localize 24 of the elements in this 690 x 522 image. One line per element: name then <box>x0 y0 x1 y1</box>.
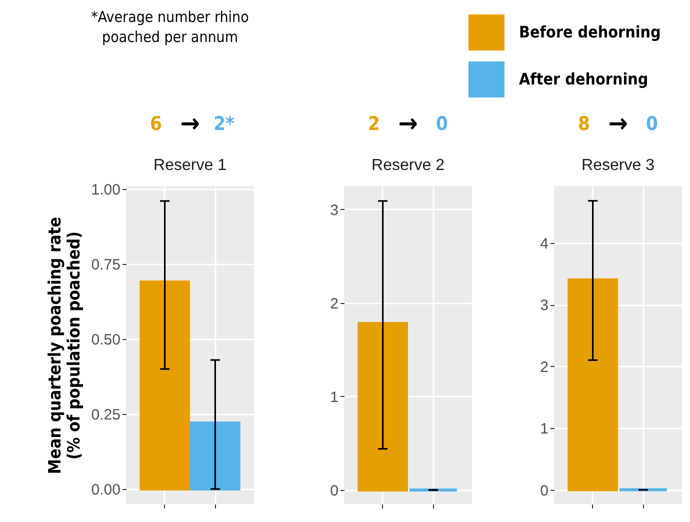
legend-label: Before dehorning <box>519 22 661 42</box>
chart-title: Reserve 1 <box>154 157 227 174</box>
y-tick-label: 2 <box>330 295 338 312</box>
y-tick-label: 0 <box>540 482 548 500</box>
y-tick-label: 2 <box>540 358 548 376</box>
y-tick-label: 3 <box>330 202 338 219</box>
y-tick-label: 0.00 <box>91 482 120 498</box>
chart-title: Reserve 2 <box>372 157 445 174</box>
y-axis-title: Mean quarterly poaching rate (% of population poached) <box>45 216 84 474</box>
y-tick-label: 1.00 <box>91 182 120 198</box>
legend-label: After dehorning <box>519 70 648 88</box>
y-tick-label: 1 <box>330 388 338 406</box>
y-tick-label: 4 <box>540 235 548 252</box>
y-tick-label: 0.25 <box>91 406 120 424</box>
text: *Average number rhino poached per annum <box>91 8 249 46</box>
y-tick-label: 3 <box>540 297 548 314</box>
text: 6 → 2* <box>150 109 234 139</box>
chart-title: Reserve 3 <box>582 157 655 174</box>
y-tick-label: 0.50 <box>91 332 120 348</box>
text: 2 → 0 <box>368 109 448 139</box>
y-tick-label: 1 <box>540 420 548 438</box>
y-tick-label: 0 <box>330 482 338 500</box>
text: 8 → 0 <box>578 109 658 139</box>
y-tick-label: 0.75 <box>91 256 120 274</box>
